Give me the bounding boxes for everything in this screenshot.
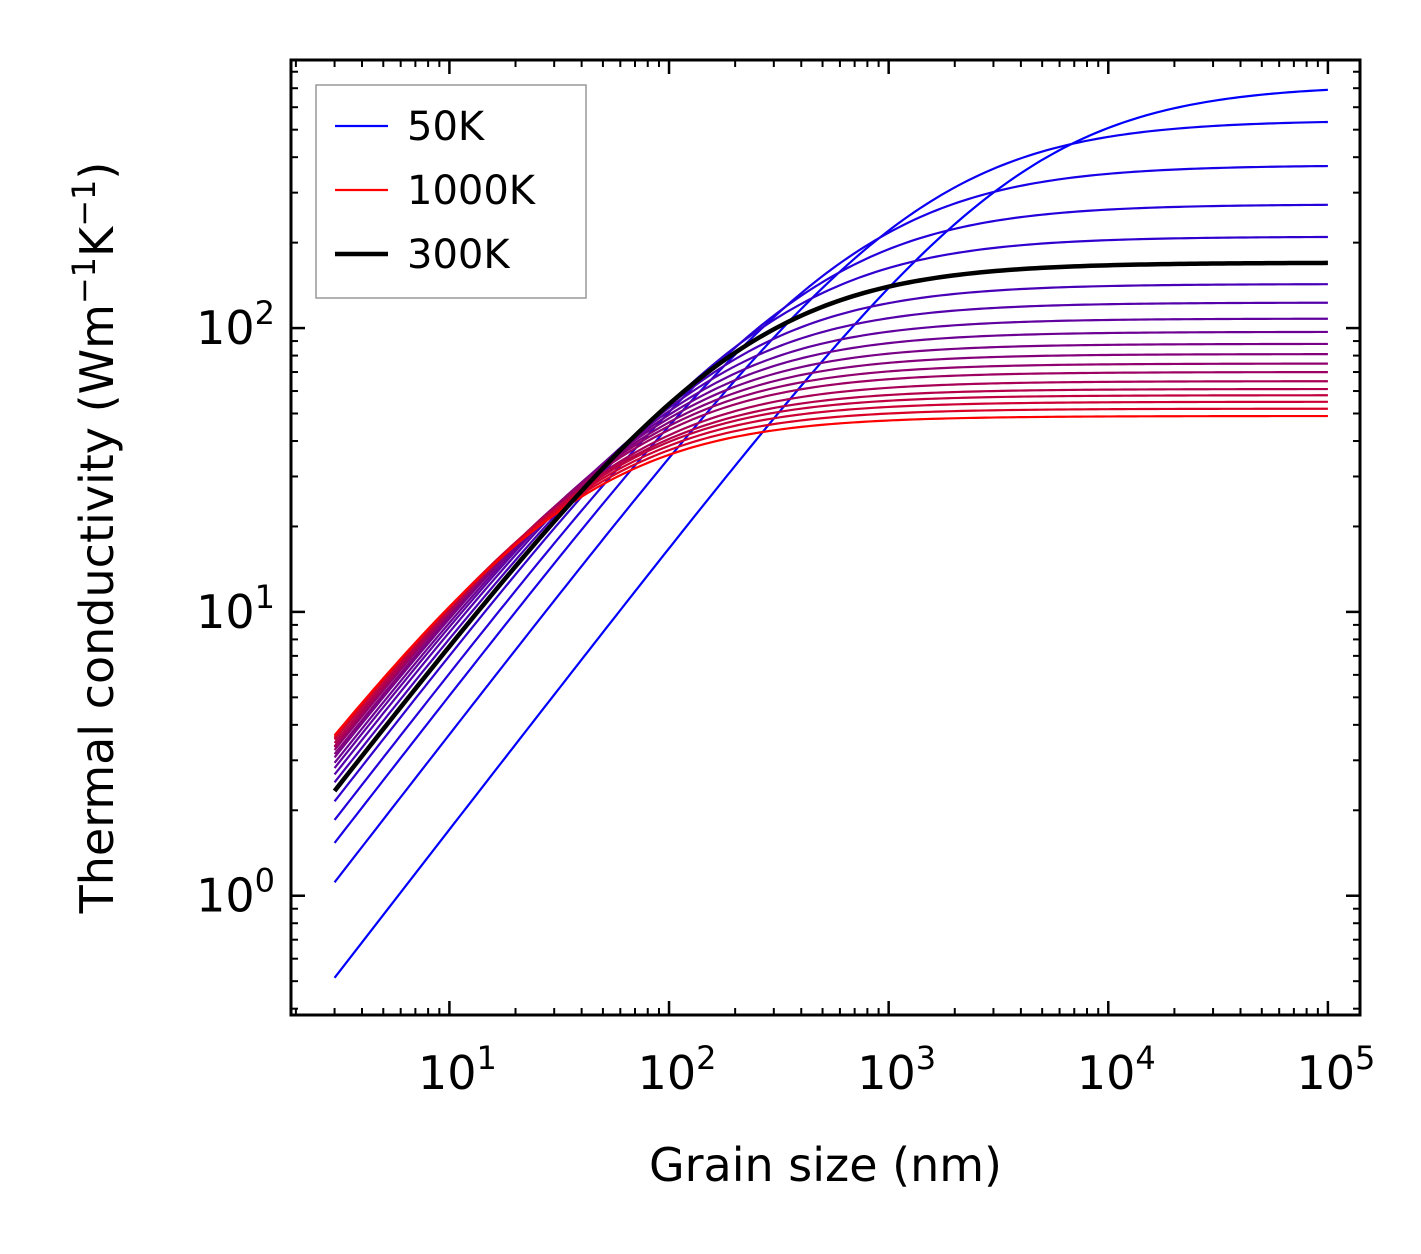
y-axis-title: Thermal conductivity (Wm−1K−1) [65,162,124,915]
series-line-350k [333,283,1328,784]
series-layer [332,88,1328,979]
legend: 50K 1000K 300K [315,84,587,299]
y-axis-title-exp2: −1 [65,180,103,227]
x-tick-label-100: 102 [638,1039,717,1100]
legend-label-300k: 300K [407,232,511,278]
tick-labels: 101 102 103 104 105 100 101 102 [196,294,1375,1100]
series-line-500k [333,330,1328,764]
series-line-900k [333,400,1328,739]
series-line-600k [333,353,1328,755]
y-tick-label-100: 102 [196,294,275,355]
series-line-1000k [333,414,1328,736]
y-axis-title-prefix: Thermal conductivity (Wm [70,304,124,914]
series-line-300k [332,260,1328,793]
series-line-100k [333,120,1328,883]
y-axis-title-mid: K [70,225,124,257]
x-axis-title: Grain size (nm) [649,1138,1002,1192]
legend-entries: 50K 1000K 300K [335,104,537,278]
series-line-150k [333,164,1328,844]
legend-label-1000k: 1000K [407,168,537,214]
legend-label-50k: 50K [407,104,486,150]
plot-frame [289,58,1362,1017]
y-tick-label-10: 101 [196,578,275,639]
x-tick-label-100000: 105 [1296,1039,1375,1100]
series-line-400k [333,301,1328,776]
series-line-200k [333,203,1328,821]
y-axis-title-suffix: ) [70,162,124,180]
x-tick-label-10: 101 [418,1039,497,1100]
legend-frame [315,84,587,299]
y-tick-label-1: 100 [196,862,275,923]
y-axis-title-exp1: −1 [65,257,103,304]
series-line-250k [333,235,1328,803]
series-line-850k [333,394,1328,741]
x-tick-label-10000: 104 [1077,1039,1156,1100]
x-tick-label-1000: 103 [857,1039,936,1100]
series-line-450k [333,317,1328,769]
